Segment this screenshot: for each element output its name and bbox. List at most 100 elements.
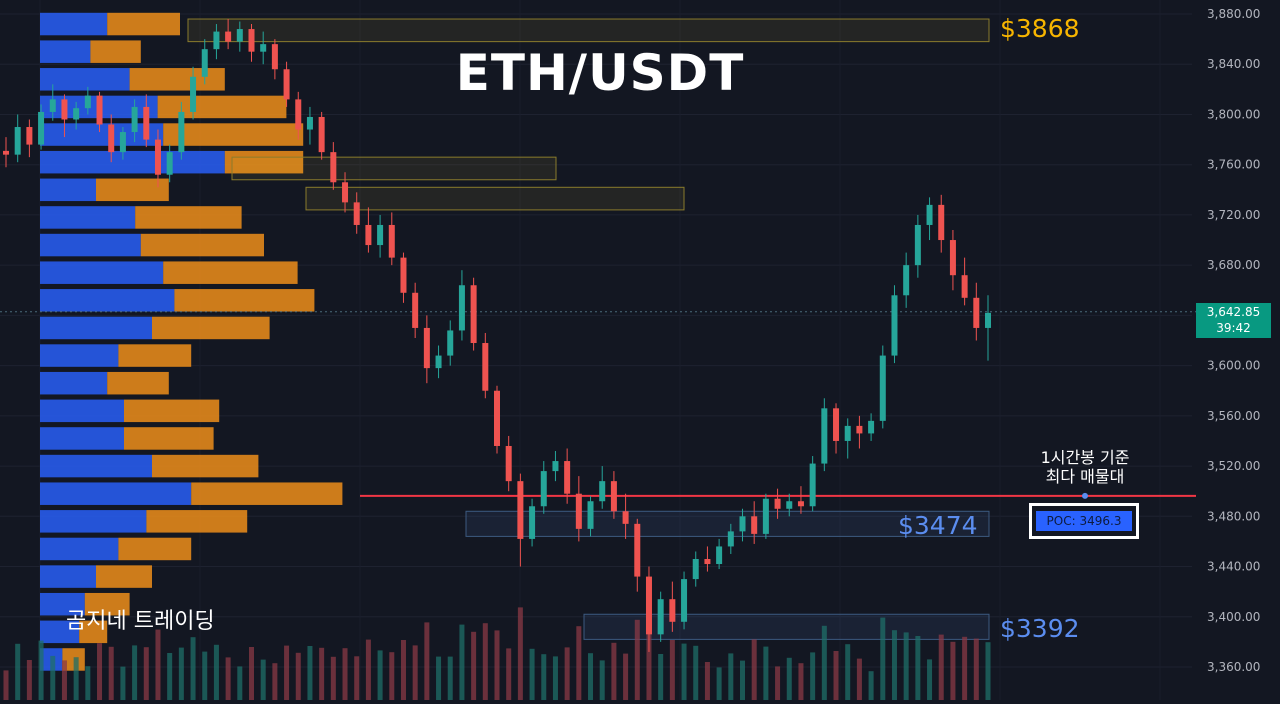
candle-body (388, 224, 395, 258)
volume-profile-sell-bar (191, 482, 343, 505)
chart-title: ETH/USDT (455, 44, 745, 102)
candle-body (692, 559, 699, 580)
volume-bar (576, 626, 582, 700)
volume-bar (307, 646, 313, 700)
volume-bar (400, 640, 406, 700)
candle-body (809, 463, 816, 507)
volume-profile-sell-bar (96, 178, 169, 202)
volume-profile-sell-bar (135, 206, 242, 229)
volume-bar (891, 630, 897, 700)
volume-bar (3, 670, 9, 700)
supply-demand-zone (231, 156, 557, 181)
volume-profile-sell-bar (118, 344, 192, 367)
candle-body (377, 224, 384, 246)
candle-body (821, 408, 828, 464)
candle-body (458, 285, 465, 331)
supply-demand-zone (583, 613, 990, 640)
volume-bar (950, 641, 956, 700)
volume-profile-buy-bar (40, 206, 136, 229)
volume-bar (108, 646, 114, 700)
volume-profile-sell-bar (163, 123, 304, 146)
volume-bar (634, 619, 640, 700)
candle-body (973, 297, 980, 328)
volume-bar (798, 663, 804, 700)
volume-bar (167, 653, 173, 700)
volume-profile-sell-bar (96, 565, 152, 588)
volume-bar (365, 639, 371, 700)
candle-body (178, 111, 185, 153)
volume-bar (482, 623, 488, 700)
volume-profile-buy-bar (40, 150, 225, 174)
candle-body (260, 44, 267, 52)
volume-bar (833, 651, 839, 700)
volume-bar (704, 662, 710, 700)
candle-body (295, 99, 302, 130)
candle-body (564, 461, 571, 494)
volume-profile-buy-bar (40, 289, 175, 312)
candle-body (634, 523, 641, 577)
volume-bar (354, 656, 360, 700)
candle-body (844, 425, 851, 441)
volume-bar (728, 653, 734, 700)
volume-bar (225, 657, 231, 700)
volume-bar (377, 650, 383, 700)
volume-profile-sell-bar (224, 150, 304, 174)
volume-bar (646, 619, 652, 700)
candle-body (681, 579, 688, 622)
candle-body (143, 106, 150, 140)
volume-profile-buy-bar (40, 482, 192, 505)
volume-profile-sell-bar (124, 427, 214, 450)
volume-bar (120, 666, 126, 700)
candle-body (84, 95, 91, 109)
candle-body (716, 546, 723, 565)
watermark: 곰지네 트레이딩 (66, 609, 215, 634)
volume-bar (26, 660, 32, 700)
volume-bar (494, 630, 500, 700)
candle-body (482, 343, 489, 391)
volume-bar (506, 648, 512, 700)
volume-profile-buy-bar (40, 316, 152, 340)
volume-bar (903, 632, 909, 700)
volume-bar (38, 640, 44, 700)
volume-bar (424, 622, 430, 700)
poc-caption-line2: 최다 매물대 (1045, 467, 1125, 486)
volume-profile-buy-bar (40, 12, 108, 36)
volume-bar (927, 659, 933, 700)
candle-body (622, 511, 629, 524)
volume-bar (529, 648, 535, 700)
level-label-middle: $3474 (898, 511, 978, 540)
volume-bar (447, 656, 453, 700)
volume-bar (132, 645, 138, 700)
volume-profile-buy-bar (40, 565, 96, 588)
candle-body (599, 481, 606, 502)
volume-bar (786, 657, 792, 700)
candle-body (365, 224, 372, 246)
candle-body (494, 390, 500, 446)
volume-profile-sell-bar (118, 537, 192, 561)
volume-bar (751, 639, 757, 700)
volume-profile-sell-bar (163, 261, 298, 284)
candle-body (166, 152, 173, 175)
volume-bar (588, 653, 594, 700)
price-axis-label: 3,800.00 (1207, 107, 1260, 121)
price-axis-label: 3,480.00 (1207, 509, 1260, 523)
price-axis-label: 3,560.00 (1207, 409, 1260, 423)
candle-body (657, 599, 664, 635)
volume-bar (459, 624, 465, 700)
volume-bar (669, 640, 675, 700)
volume-bar (143, 647, 149, 700)
candle-body (119, 132, 126, 153)
volume-bar (342, 648, 348, 700)
volume-bar (845, 644, 851, 700)
supply-demand-zone (465, 510, 990, 537)
volume-bar (178, 647, 184, 700)
volume-bar (260, 659, 266, 700)
volume-profile-buy-bar (40, 40, 91, 63)
volume-bar (330, 656, 336, 700)
volume-profile-sell-bar (129, 68, 225, 91)
candle-body (131, 106, 138, 133)
volume-bar (915, 636, 921, 700)
volume-profile-sell-bar (152, 454, 259, 478)
